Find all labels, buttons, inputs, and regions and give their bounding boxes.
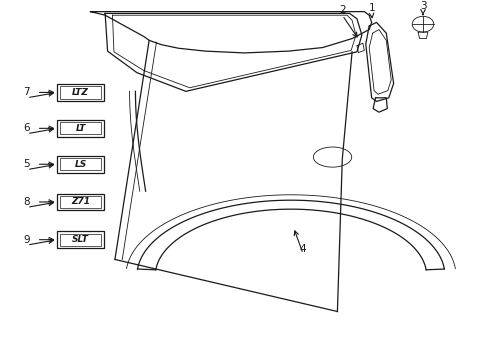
- Text: 5: 5: [23, 159, 30, 169]
- Text: 9: 9: [23, 235, 30, 245]
- Bar: [61, 196, 101, 208]
- Text: 3: 3: [419, 1, 426, 11]
- Bar: [58, 84, 104, 101]
- Bar: [61, 158, 101, 170]
- Bar: [61, 122, 101, 134]
- Text: 1: 1: [367, 3, 374, 13]
- Bar: [58, 194, 104, 210]
- Bar: [58, 120, 104, 136]
- Bar: [58, 156, 104, 172]
- Text: 8: 8: [23, 197, 30, 207]
- Text: LS: LS: [74, 160, 87, 169]
- Text: LTZ: LTZ: [72, 88, 89, 97]
- Text: 2: 2: [338, 5, 345, 15]
- Bar: [61, 86, 101, 99]
- Text: LT: LT: [75, 124, 86, 133]
- Text: 6: 6: [23, 123, 30, 133]
- Bar: [58, 231, 104, 248]
- Text: 4: 4: [299, 244, 306, 254]
- Text: SLT: SLT: [72, 235, 89, 244]
- Text: 7: 7: [23, 87, 30, 98]
- Bar: [61, 234, 101, 246]
- Text: Z71: Z71: [71, 198, 90, 207]
